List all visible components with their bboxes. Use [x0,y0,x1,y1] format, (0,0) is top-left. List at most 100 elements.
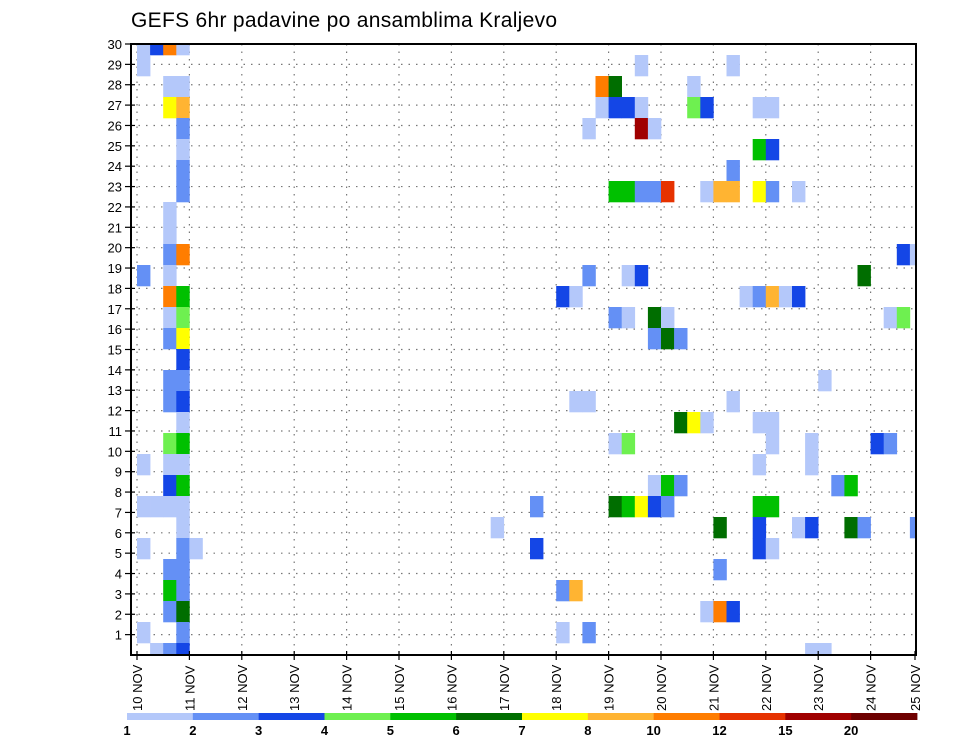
heatmap-cell [176,328,190,350]
heatmap-cell [163,307,177,329]
heatmap-cell [608,76,622,98]
heatmap-cell [700,601,714,623]
x-tick-label: 16 NOV [444,664,459,711]
heatmap-cell [176,559,190,581]
heatmap-cell [163,223,177,245]
y-tick-label: 19 [108,261,122,276]
y-tick-label: 15 [108,343,122,358]
colorbar-label: 6 [453,723,460,738]
heatmap-cell [176,97,190,119]
x-tick-label: 21 NOV [706,664,721,711]
heatmap-cell [726,55,740,77]
y-tick-label: 9 [115,465,122,480]
heatmap-cell [739,286,753,308]
y-tick-label: 13 [108,383,122,398]
heatmap-cell [608,181,622,203]
y-tick-label: 25 [108,139,122,154]
x-tick-label: 12 NOV [235,664,250,711]
heatmap-cell [150,44,164,56]
heatmap-cell [569,580,583,602]
heatmap-cell [765,496,780,518]
colorbar-label: 20 [844,723,858,738]
heatmap-cell [634,496,649,518]
heatmap-cell [556,580,570,602]
heatmap-cell [661,307,675,329]
colorbar-label: 10 [646,723,660,738]
heatmap-cell [726,391,740,413]
colorbar-swatch [258,713,325,720]
colorbar-swatch [324,713,391,720]
heatmap-cell [569,391,583,413]
heatmap-cell [621,97,636,119]
heatmap-cell [163,286,177,308]
heatmap-cell [621,433,636,455]
heatmap-cell [163,643,177,655]
heatmap-cell [700,412,714,434]
heatmap-cell [176,622,190,644]
heatmap-cell [752,139,767,161]
heatmap-cell [137,622,151,644]
heatmap-cell [726,181,740,203]
heatmap-cell [647,181,662,203]
heatmap-cell [700,181,714,203]
x-tick-label: 15 NOV [392,664,407,711]
heatmap-cell [176,160,190,182]
heatmap-cell [137,496,151,518]
heatmap-cell [726,601,740,623]
y-tick-label: 30 [108,37,122,52]
heatmap-cell [805,643,819,655]
y-tick-label: 22 [108,200,122,215]
x-tick-label: 22 NOV [759,664,774,711]
heatmap-cell [687,97,701,119]
heatmap-cell [176,496,190,518]
x-tick-label: 20 NOV [654,664,669,711]
heatmap-cell [621,181,636,203]
heatmap-cell [582,265,596,287]
heatmap-cell [909,517,916,539]
heatmap-cell [647,118,662,140]
heatmap-cell [752,496,767,518]
heatmap-cell [569,286,583,308]
y-tick-label: 29 [108,57,122,72]
heatmap-cell [621,496,636,518]
colorbar-label: 15 [778,723,792,738]
heatmap-cell [176,76,190,98]
heatmap-cell [765,97,780,119]
heatmap-cell [661,496,675,518]
heatmap-cell [752,412,767,434]
heatmap-cell [556,286,570,308]
y-tick-label: 24 [108,159,122,174]
y-tick-label: 11 [109,424,123,439]
heatmap-cell [661,328,675,350]
heatmap-cell [765,538,780,560]
heatmap-cell [857,517,871,539]
x-tick-label: 13 NOV [287,664,302,711]
heatmap-cell [176,412,190,434]
heatmap-cell [176,118,190,140]
y-tick-label: 6 [115,526,122,541]
colorbar-swatch [785,713,852,720]
heatmap-cell [883,307,898,329]
colorbar-label: 3 [255,723,262,738]
colorbar-swatch [851,713,918,720]
heatmap-cell [163,475,177,497]
heatmap-cell [896,244,911,266]
x-tick-label: 24 NOV [864,664,879,711]
heatmap-cell [765,433,780,455]
heatmap-cell [176,44,190,56]
heatmap-cell [176,391,190,413]
heatmap-cell [687,76,701,98]
heatmap-cell [661,181,675,203]
colorbar-swatch [456,713,523,720]
chart-title: GEFS 6hr padavine po ansamblima Kraljevo [131,9,557,32]
heatmap-cell [176,517,190,539]
heatmap-cell [163,328,177,350]
heatmap-cell [163,370,177,392]
heatmap-cell [818,370,832,392]
heatmap-cell [634,97,649,119]
heatmap-cell [490,517,505,539]
plot-frame [130,43,917,656]
heatmap-cell [176,643,190,655]
y-tick-label: 27 [108,98,122,113]
